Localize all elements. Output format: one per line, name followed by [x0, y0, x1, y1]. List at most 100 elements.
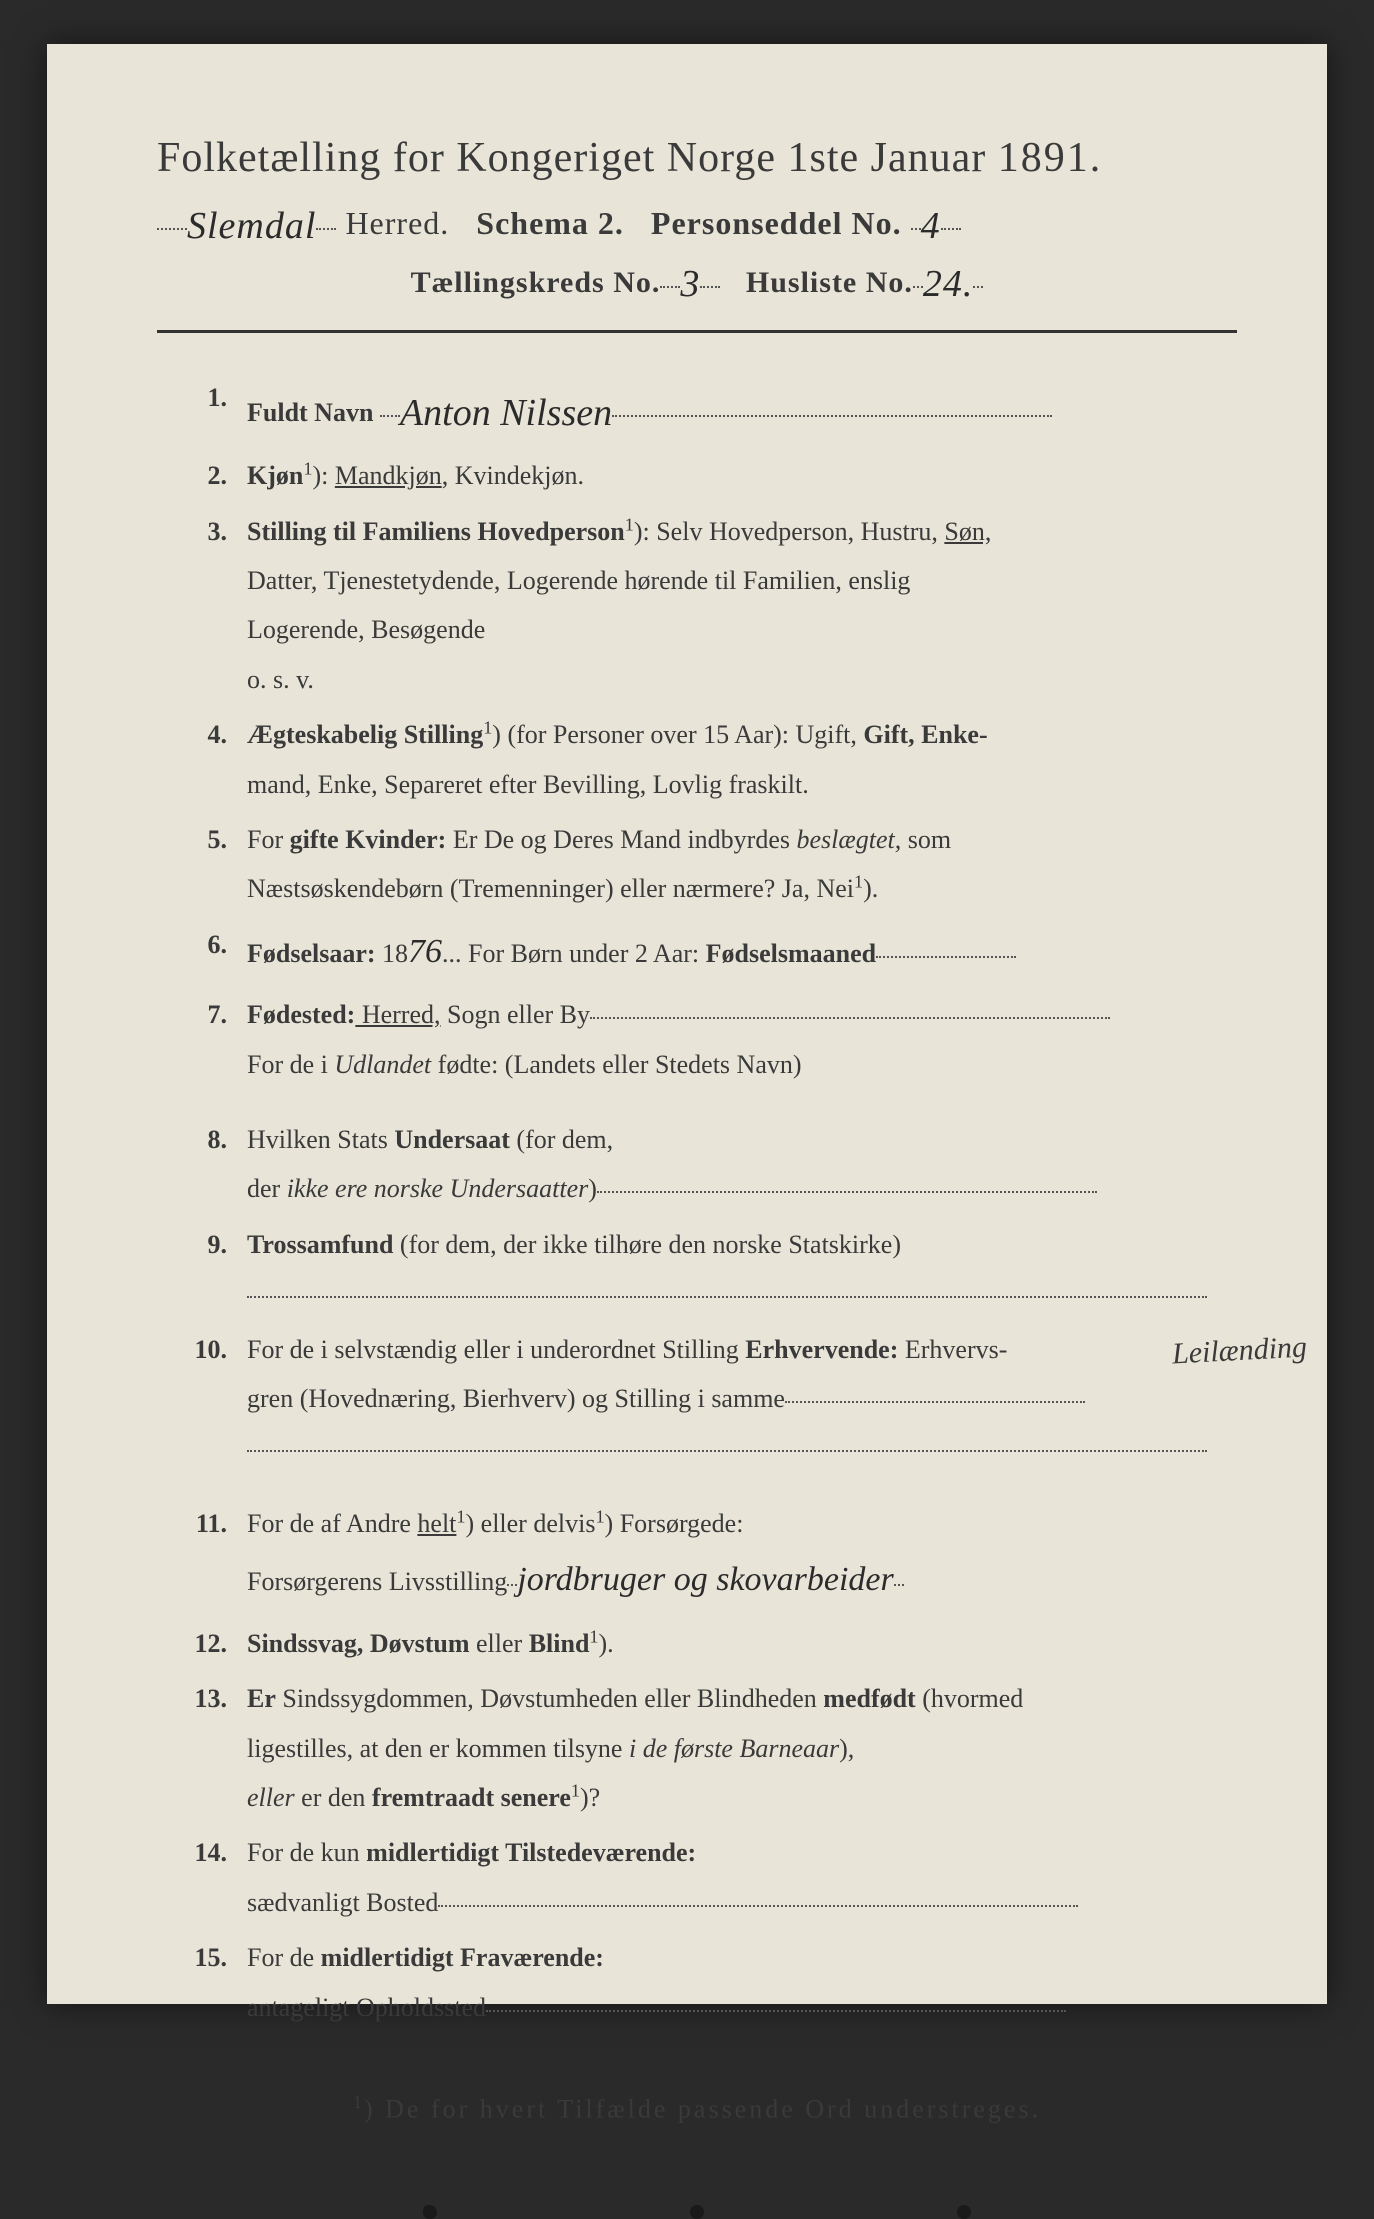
header-rule: [157, 330, 1237, 333]
q8-l1c: (for dem,: [510, 1125, 613, 1154]
q15-row: 15. For de midlertidigt Fraværende: anta…: [157, 1933, 1237, 2032]
q13-pre: Sindssygdommen, Døvstumheden eller Blind…: [282, 1684, 823, 1713]
q4-num: 4.: [157, 710, 247, 759]
footnote: 1) De for hvert Tilfælde passende Ord un…: [157, 2092, 1237, 2125]
q8-l1b: Undersaat: [394, 1125, 510, 1154]
q4-sup: 1: [483, 717, 492, 737]
q6-num: 6.: [157, 920, 247, 969]
q4-gift: Gift, Enke-: [863, 720, 987, 749]
q6-year: 76: [408, 933, 442, 970]
q14-content: For de kun midlertidigt Tilstedeværende:…: [247, 1828, 1237, 1927]
q13-num: 13.: [157, 1674, 247, 1723]
q8-num: 8.: [157, 1115, 247, 1164]
q3-num: 3.: [157, 507, 247, 556]
kreds-line: Tællingskreds No.3 Husliste No.24.: [157, 258, 1237, 302]
binding-holes: [157, 2205, 1237, 2219]
q9-label: Trossamfund: [247, 1230, 393, 1259]
q10-pre: For de i selvstændig eller i underordnet…: [247, 1335, 745, 1364]
hole-left: [423, 2205, 437, 2219]
q13-content: Er Sindssygdommen, Døvstumheden eller Bl…: [247, 1674, 1237, 1822]
q5-end: ).: [863, 874, 878, 903]
q6-bold2: Fødselsmaaned: [706, 939, 876, 968]
q13-sup: 1: [571, 1780, 580, 1800]
q8-l2b: ): [588, 1174, 597, 1203]
q7-content: Fødested: Herred, Sogn eller By For de i…: [247, 990, 1237, 1089]
title-year: 1891.: [998, 135, 1103, 181]
q10-bold: Erhvervende:: [745, 1335, 898, 1364]
personseddel-no: 4: [921, 205, 941, 247]
q4-content: Ægteskabelig Stilling1) (for Personer ov…: [247, 710, 1237, 809]
q9-row: 9. Trossamfund (for dem, der ikke tilhør…: [157, 1220, 1237, 1319]
q5-sup: 1: [854, 872, 863, 892]
q12-label: Sindssvag, Døvstum: [247, 1629, 470, 1658]
q8-l2a: der: [247, 1174, 287, 1203]
q11-content: For de af Andre helt1) eller delvis1) Fo…: [247, 1499, 1237, 1613]
kreds-no: 3: [680, 263, 700, 305]
q5-rest2: som: [901, 825, 951, 854]
census-form-page: Folketælling for Kongeriget Norge 1ste J…: [47, 44, 1327, 2004]
q5-bold1: gifte Kvinder:: [290, 825, 447, 854]
herred-label: Herred.: [345, 205, 449, 241]
q11-pre: For de af Andre: [247, 1509, 417, 1538]
q5-line2: Næstsøskendebørn (Tremenninger) eller næ…: [247, 874, 854, 903]
q13-l3a: eller: [247, 1783, 295, 1812]
q12-rest: eller: [470, 1629, 529, 1658]
q3-rest: ): Selv Hovedperson, Hustru,: [634, 517, 945, 546]
q12-num: 12.: [157, 1619, 247, 1668]
q12-sup: 1: [589, 1626, 598, 1646]
q2-row: 2. Kjøn1): Mandkjøn, Kvindekjøn.: [157, 451, 1237, 500]
q12-row: 12. Sindssvag, Døvstum eller Blind1).: [157, 1619, 1237, 1668]
main-title: Folketælling for Kongeriget Norge 1ste J…: [157, 134, 1237, 182]
husliste-no: 24.: [923, 263, 974, 305]
hole-right: [957, 2205, 971, 2219]
q15-num: 15.: [157, 1933, 247, 1982]
q2-content: Kjøn1): Mandkjøn, Kvindekjøn.: [247, 451, 1237, 500]
q11-row: 11. For de af Andre helt1) eller delvis1…: [157, 1499, 1237, 1613]
q7-row: 7. Fødested: Herred, Sogn eller By For d…: [157, 990, 1237, 1089]
q9-content: Trossamfund (for dem, der ikke tilhøre d…: [247, 1220, 1237, 1319]
q1-num: 1.: [157, 373, 247, 422]
q8-l1a: Hvilken Stats: [247, 1125, 394, 1154]
q7-num: 7.: [157, 990, 247, 1039]
q5-italic1: beslægtet,: [797, 825, 902, 854]
q15-bold: midlertidigt Fraværende:: [321, 1943, 604, 1972]
q2-sep: ,: [442, 461, 455, 490]
q2-num: 2.: [157, 451, 247, 500]
q6-rest: ... For Børn under 2 Aar:: [442, 939, 706, 968]
q11-mid: ) eller delvis: [466, 1509, 596, 1538]
q8-content: Hvilken Stats Undersaat (for dem, der ik…: [247, 1115, 1237, 1214]
q11-helt: helt: [417, 1509, 456, 1538]
footnote-sup: 1: [353, 2092, 364, 2112]
q3-sup: 1: [625, 514, 634, 534]
q4-line2: mand, Enke, Separeret efter Bevilling, L…: [247, 770, 809, 799]
q10-row: 10. For de i selvstændig eller i underor…: [157, 1325, 1237, 1473]
q11-sup: 1: [456, 1506, 465, 1526]
q13-rest: (hvormed: [916, 1684, 1024, 1713]
q11-sup2: 1: [595, 1506, 604, 1526]
q12-blind: Blind: [529, 1629, 590, 1658]
q6-prefix: 18: [376, 939, 409, 968]
q7-herred: Herred,: [355, 1000, 440, 1029]
personseddel-label: Personseddel No.: [651, 205, 902, 241]
q1-row: 1. Fuldt Navn Anton Nilssen: [157, 373, 1237, 445]
q2-opt2: Kvindekjøn.: [455, 461, 584, 490]
q14-num: 14.: [157, 1828, 247, 1877]
q10-line2: gren (Hovednæring, Bierhverv) og Stillin…: [247, 1384, 785, 1413]
q9-num: 9.: [157, 1220, 247, 1269]
q13-l3b: er den: [295, 1783, 372, 1812]
q15-content: For de midlertidigt Fraværende: antageli…: [247, 1933, 1237, 2032]
q13-l2a: ligestilles, at den er kommen tilsyne: [247, 1734, 629, 1763]
q7-rest: Sogn eller By: [441, 1000, 591, 1029]
q3-son: Søn,: [944, 517, 991, 546]
q5-content: For gifte Kvinder: Er De og Deres Mand i…: [247, 815, 1237, 914]
q12-content: Sindssvag, Døvstum eller Blind1).: [247, 1619, 1237, 1668]
q7-line2b: fødte: (Landets eller Stedets Navn): [431, 1050, 801, 1079]
q12-end: ).: [599, 1629, 614, 1658]
form-body: 1. Fuldt Navn Anton Nilssen 2. Kjøn1): M…: [157, 373, 1237, 2032]
margin-annotation: Leilænding: [1171, 1330, 1308, 1371]
q9-rest: (for dem, der ikke tilhøre den norske St…: [393, 1230, 901, 1259]
q13-l3bold: fremtraadt senere: [372, 1783, 571, 1812]
q13-pre-er: Er: [247, 1684, 276, 1713]
q6-content: Fødselsaar: 1876... For Børn under 2 Aar…: [247, 920, 1237, 985]
q14-row: 14. For de kun midlertidigt Tilstedevære…: [157, 1828, 1237, 1927]
